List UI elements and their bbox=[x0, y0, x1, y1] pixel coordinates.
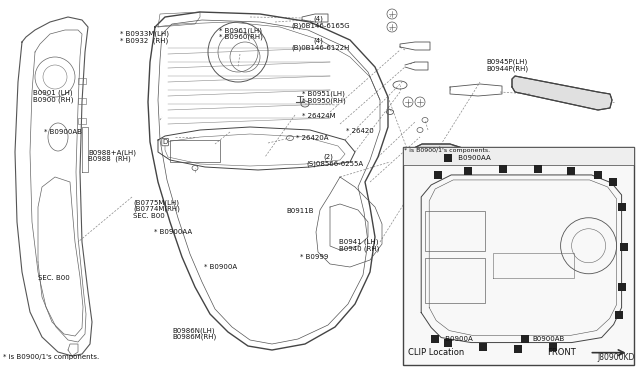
Bar bbox=[534, 165, 542, 173]
Bar bbox=[618, 283, 625, 291]
Text: B0900 (RH): B0900 (RH) bbox=[33, 96, 74, 103]
Text: * B0960(RH): * B0960(RH) bbox=[219, 34, 263, 41]
Text: B0988  (RH): B0988 (RH) bbox=[88, 156, 131, 163]
Text: * B0951(LH): * B0951(LH) bbox=[302, 90, 345, 97]
Bar bbox=[499, 165, 507, 173]
Text: B0944P(RH): B0944P(RH) bbox=[486, 65, 529, 72]
Text: B0900AA: B0900AA bbox=[456, 155, 491, 161]
Bar bbox=[444, 339, 452, 347]
Bar bbox=[78, 118, 86, 124]
Text: * B0933M(LH): * B0933M(LH) bbox=[120, 31, 170, 38]
Text: (4): (4) bbox=[314, 38, 323, 44]
Polygon shape bbox=[410, 144, 480, 177]
Text: * is B0900/1's components.: * is B0900/1's components. bbox=[404, 148, 491, 153]
Bar bbox=[614, 311, 623, 318]
Text: B0900AB: B0900AB bbox=[532, 336, 565, 341]
Bar bbox=[78, 98, 86, 104]
Bar bbox=[403, 147, 634, 165]
Bar bbox=[170, 140, 220, 162]
Bar bbox=[514, 344, 522, 353]
Text: SEC. B00: SEC. B00 bbox=[133, 213, 165, 219]
Bar bbox=[444, 154, 452, 162]
Text: B0945P(LH): B0945P(LH) bbox=[486, 59, 527, 65]
Bar bbox=[620, 243, 628, 251]
Bar bbox=[464, 167, 472, 175]
Text: B0941 (LH): B0941 (LH) bbox=[339, 238, 379, 245]
Text: B0986N(LH): B0986N(LH) bbox=[173, 327, 216, 334]
Text: * 26424M: * 26424M bbox=[302, 113, 336, 119]
Bar bbox=[479, 343, 487, 350]
Bar bbox=[549, 343, 557, 350]
Text: D: D bbox=[163, 139, 168, 145]
Text: CLIP Location: CLIP Location bbox=[408, 348, 465, 357]
Text: * B0900A: * B0900A bbox=[204, 264, 237, 270]
Bar bbox=[609, 178, 617, 186]
Bar bbox=[403, 147, 634, 365]
Text: * is B0900/1's components.: * is B0900/1's components. bbox=[3, 354, 99, 360]
Text: * B0961(LH): * B0961(LH) bbox=[219, 27, 262, 34]
Text: B0988+A(LH): B0988+A(LH) bbox=[88, 149, 136, 156]
Text: * 26420: * 26420 bbox=[346, 128, 373, 134]
Text: (B0775M(LH): (B0775M(LH) bbox=[133, 199, 179, 206]
Polygon shape bbox=[512, 76, 612, 110]
Bar bbox=[425, 257, 485, 302]
Bar bbox=[521, 334, 529, 343]
Bar bbox=[425, 211, 485, 251]
Text: * B0932  (RH): * B0932 (RH) bbox=[120, 38, 168, 44]
Text: FRONT: FRONT bbox=[547, 348, 576, 357]
Text: (B)0B146-6165G: (B)0B146-6165G bbox=[291, 22, 350, 29]
Bar bbox=[434, 171, 442, 179]
Text: * B0900AB: * B0900AB bbox=[44, 129, 81, 135]
Text: B0911B: B0911B bbox=[287, 208, 314, 214]
Bar bbox=[618, 203, 625, 211]
Text: * B0999: * B0999 bbox=[300, 254, 328, 260]
Bar bbox=[594, 171, 602, 179]
Text: B0901 (LH): B0901 (LH) bbox=[33, 90, 73, 96]
Bar bbox=[78, 78, 86, 84]
Text: * B0900AA: * B0900AA bbox=[154, 230, 192, 235]
Text: (B0774M(RH): (B0774M(RH) bbox=[133, 206, 180, 212]
Text: J80900KD: J80900KD bbox=[598, 353, 635, 362]
Text: (B)0B146-6122H: (B)0B146-6122H bbox=[291, 44, 349, 51]
Text: (4): (4) bbox=[314, 15, 323, 22]
Text: B0940 (RH): B0940 (RH) bbox=[339, 245, 380, 252]
Text: B0986M(RH): B0986M(RH) bbox=[173, 333, 217, 340]
Text: * B0950(RH): * B0950(RH) bbox=[302, 97, 346, 104]
Text: (2): (2) bbox=[323, 154, 333, 160]
Bar bbox=[431, 334, 439, 343]
Text: * 26420A: * 26420A bbox=[296, 135, 328, 141]
Text: SEC. B00: SEC. B00 bbox=[38, 275, 70, 281]
Text: (S)08566-6255A: (S)08566-6255A bbox=[306, 160, 363, 167]
Bar bbox=[567, 167, 575, 175]
Text: B0900A: B0900A bbox=[444, 336, 473, 341]
